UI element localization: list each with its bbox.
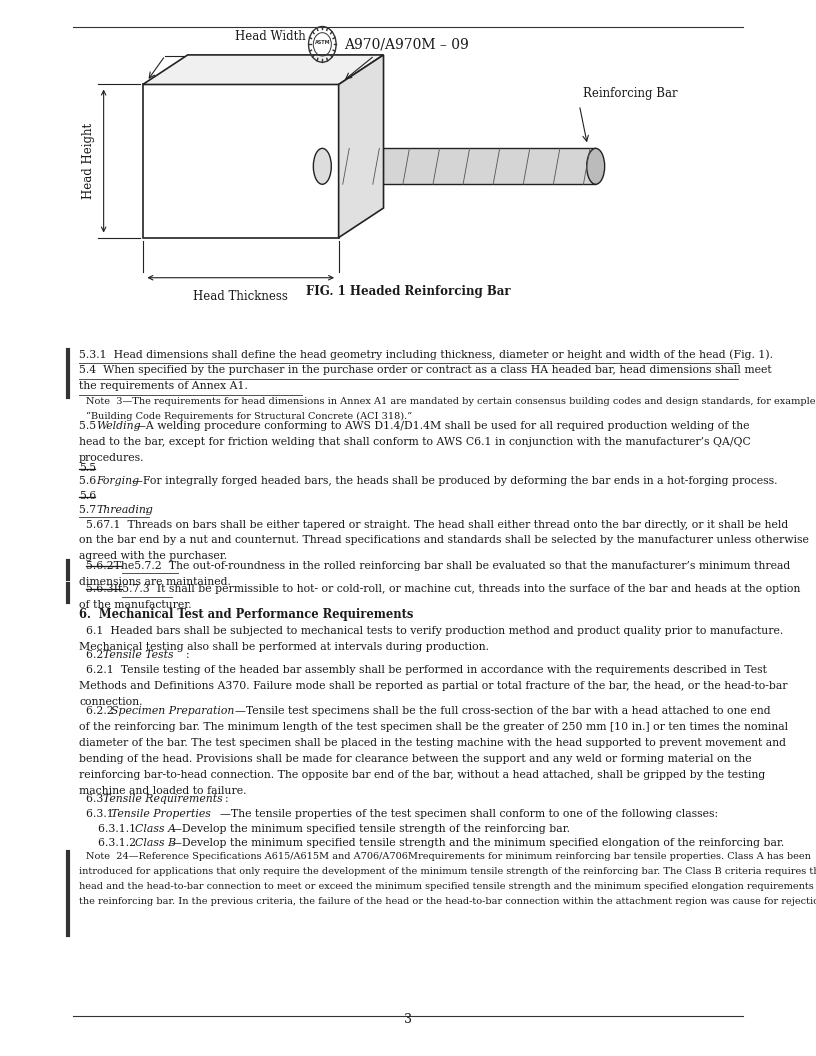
Text: Methods and Definitions A370. Failure mode shall be reported as partial or total: Methods and Definitions A370. Failure mo…	[79, 681, 787, 691]
Text: 6.2.1  Tensile testing of the headed bar assembly shall be performed in accordan: 6.2.1 Tensile testing of the headed bar …	[86, 665, 766, 675]
Text: bending of the head. Provisions shall be made for clearance between the support : bending of the head. Provisions shall be…	[79, 754, 752, 763]
Text: 6.  Mechanical Test and Performance Requirements: 6. Mechanical Test and Performance Requi…	[79, 608, 414, 621]
Text: :: :	[224, 794, 228, 804]
Text: —Develop the minimum specified tensile strength of the reinforcing bar.: —Develop the minimum specified tensile s…	[171, 824, 570, 833]
Text: 5.6.2The5.7.2  The out-of-roundness in the rolled reinforcing bar shall be evalu: 5.6.2The5.7.2 The out-of-roundness in th…	[86, 561, 790, 570]
Text: 6.2: 6.2	[86, 650, 110, 660]
Text: Specimen Preparation: Specimen Preparation	[111, 706, 234, 716]
Text: on the bar end by a nut and counternut. Thread specifications and standards shal: on the bar end by a nut and counternut. …	[79, 535, 809, 545]
Text: Tensile Properties: Tensile Properties	[111, 809, 211, 818]
Polygon shape	[339, 55, 384, 238]
Text: Forging: Forging	[96, 476, 140, 486]
Text: 5.7: 5.7	[79, 505, 104, 514]
Text: 6.2.2: 6.2.2	[86, 706, 121, 716]
Text: Head Height: Head Height	[82, 122, 95, 200]
Text: 6.3.1.2: 6.3.1.2	[98, 838, 143, 848]
Ellipse shape	[313, 148, 331, 184]
Text: the reinforcing bar. In the previous criteria, the failure of the head or the he: the reinforcing bar. In the previous cri…	[79, 897, 816, 906]
Text: Class B: Class B	[135, 838, 175, 848]
Text: agreed with the purchaser.: agreed with the purchaser.	[79, 551, 228, 561]
Text: A970/A970M – 09: A970/A970M – 09	[344, 37, 469, 52]
Bar	[322, 148, 596, 184]
Text: head and the head-to-bar connection to meet or exceed the minimum specified tens: head and the head-to-bar connection to m…	[79, 882, 816, 891]
Text: Tensile Tests: Tensile Tests	[103, 650, 174, 660]
Text: :: :	[145, 505, 149, 514]
Text: FIG. 1 Headed Reinforcing Bar: FIG. 1 Headed Reinforcing Bar	[306, 285, 510, 298]
Text: Threading: Threading	[96, 505, 153, 514]
Text: reinforcing bar-to-head connection. The opposite bar end of the bar, without a h: reinforcing bar-to-head connection. The …	[79, 770, 765, 779]
Text: —For integrally forged headed bars, the heads shall be produced by deforming the: —For integrally forged headed bars, the …	[132, 476, 778, 486]
Text: of the manufacturer.: of the manufacturer.	[79, 600, 192, 609]
Text: “Building Code Requirements for Structural Concrete (ACI 318).”: “Building Code Requirements for Structur…	[86, 412, 412, 421]
Text: Note  24—Reference Specifications A615/A615M and A706/A706Mrequirements for mini: Note 24—Reference Specifications A615/A6…	[86, 852, 810, 862]
Text: machine and loaded to failure.: machine and loaded to failure.	[79, 786, 246, 795]
Text: the requirements of Annex A1.: the requirements of Annex A1.	[79, 381, 248, 391]
Text: 5.67.1  Threads on bars shall be either tapered or straight. The head shall eith: 5.67.1 Threads on bars shall be either t…	[86, 520, 788, 529]
Text: ASTM: ASTM	[314, 40, 330, 44]
Text: Head Width: Head Width	[234, 30, 305, 43]
Text: —Develop the minimum specified tensile strength and the minimum specified elonga: —Develop the minimum specified tensile s…	[171, 838, 785, 848]
Text: Note  3—The requirements for head dimensions in Annex A1 are mandated by certain: Note 3—The requirements for head dimensi…	[86, 397, 816, 407]
Text: 5.5: 5.5	[79, 463, 96, 472]
Text: 6.3.1.1: 6.3.1.1	[98, 824, 143, 833]
Text: Head Thickness: Head Thickness	[193, 290, 288, 303]
Text: Tensile Requirements: Tensile Requirements	[103, 794, 223, 804]
Polygon shape	[143, 55, 384, 84]
Text: diameter of the bar. The test specimen shall be placed in the testing machine wi: diameter of the bar. The test specimen s…	[79, 738, 786, 748]
Text: 5.6: 5.6	[79, 476, 104, 486]
Text: 6.1  Headed bars shall be subjected to mechanical tests to verify production met: 6.1 Headed bars shall be subjected to me…	[86, 626, 783, 636]
Text: 5.3.1  Head dimensions shall define the head geometry including thickness, diame: 5.3.1 Head dimensions shall define the h…	[79, 350, 773, 360]
Text: 5.5: 5.5	[79, 421, 104, 431]
Text: 5.4  When specified by the purchaser in the purchase order or contract as a clas: 5.4 When specified by the purchaser in t…	[79, 365, 772, 375]
Bar	[143, 84, 339, 238]
Text: 6.3: 6.3	[86, 794, 110, 804]
Text: 6.3.1: 6.3.1	[86, 809, 121, 818]
Text: —A welding procedure conforming to AWS D1.4/D1.4M shall be used for all required: —A welding procedure conforming to AWS D…	[135, 421, 749, 431]
Text: :: :	[186, 650, 189, 660]
Text: Welding: Welding	[96, 421, 141, 431]
Ellipse shape	[587, 148, 605, 184]
Text: Mechanical testing also shall be performed at intervals during production.: Mechanical testing also shall be perform…	[79, 642, 489, 652]
Text: dimensions are maintained.: dimensions are maintained.	[79, 577, 231, 586]
Text: Class A: Class A	[135, 824, 175, 833]
Text: procedures.: procedures.	[79, 453, 144, 463]
Text: Reinforcing Bar: Reinforcing Bar	[583, 87, 678, 100]
Text: 3: 3	[404, 1014, 412, 1026]
Text: of the reinforcing bar. The minimum length of the test specimen shall be the gre: of the reinforcing bar. The minimum leng…	[79, 722, 788, 732]
Text: head to the bar, except for friction welding that shall conform to AWS C6.1 in c: head to the bar, except for friction wel…	[79, 437, 751, 447]
Text: 5.6.3It5.7.3  It shall be permissible to hot- or cold-roll, or machine cut, thre: 5.6.3It5.7.3 It shall be permissible to …	[86, 584, 800, 593]
Text: connection.: connection.	[79, 697, 143, 706]
Text: 5.6: 5.6	[79, 491, 96, 501]
Text: introduced for applications that only require the development of the minimum ten: introduced for applications that only re…	[79, 867, 816, 876]
Text: —Tensile test specimens shall be the full cross-section of the bar with a head a: —Tensile test specimens shall be the ful…	[235, 706, 770, 716]
Text: —The tensile properties of the test specimen shall conform to one of the followi: —The tensile properties of the test spec…	[220, 809, 718, 818]
